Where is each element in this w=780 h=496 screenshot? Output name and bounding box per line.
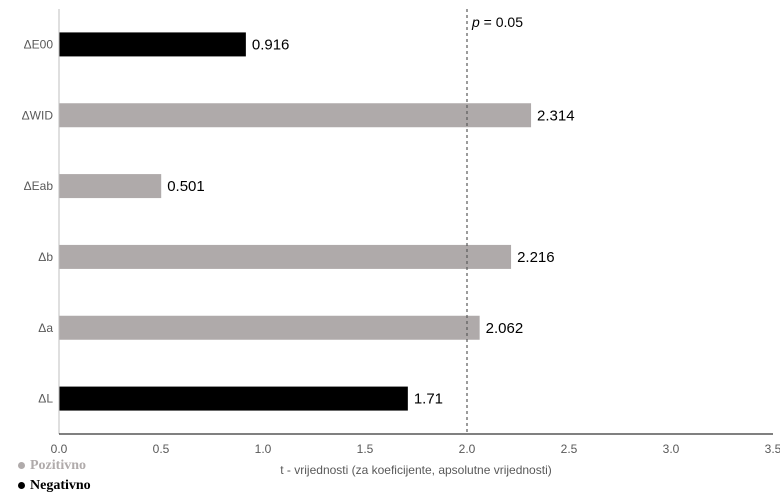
data-labels: 0.916 2.314 0.501 2.216 2.062 1.71 [167, 36, 574, 407]
bar-4 [59, 245, 511, 269]
legend-item-negativno: Negativno [18, 478, 91, 494]
x-tick-labels: 0.0 0.5 1.0 1.5 2.0 2.5 3.0 3.5 [51, 442, 780, 456]
x-tick-label-8: 3.5 [765, 442, 780, 456]
legend-dot-pozitivno [18, 462, 25, 469]
x-tick-label-6: 2.5 [561, 442, 578, 456]
category-label-3: ΔEab [24, 179, 54, 193]
bars-group [59, 32, 531, 410]
data-label-4: 2.216 [517, 249, 555, 266]
data-label-1: 0.916 [252, 36, 290, 53]
x-axis-title: t - vrijednosti (za koeficijente, apsolu… [280, 463, 551, 477]
category-label-4: Δb [38, 250, 53, 264]
data-label-2: 2.314 [537, 107, 575, 124]
data-label-6: 1.71 [414, 391, 443, 408]
x-tick-label-2: 0.5 [153, 442, 170, 456]
p-value-annotation: p = 0.05 [471, 14, 523, 30]
legend-label-negativno: Negativno [30, 478, 91, 493]
x-tick-label-3: 1.0 [255, 442, 272, 456]
x-tick-label-7: 3.0 [663, 442, 680, 456]
p-value-symbol: p [471, 14, 480, 30]
category-label-2: ΔWID [22, 108, 54, 122]
category-label-1: ΔE00 [24, 37, 54, 51]
p-value-text: = 0.05 [480, 14, 523, 30]
legend-label-pozitivno: Pozitivno [30, 458, 86, 473]
bar-5 [59, 316, 480, 340]
x-tick-label-4: 1.5 [357, 442, 374, 456]
bar-3 [59, 174, 161, 198]
category-label-5: Δa [38, 321, 53, 335]
category-label-6: ΔL [38, 392, 53, 406]
category-labels: ΔE00 ΔWID ΔEab Δb Δa ΔL [22, 37, 54, 405]
data-label-5: 2.062 [486, 320, 524, 337]
data-label-3: 0.501 [167, 178, 205, 195]
bar-6 [59, 387, 408, 411]
x-tick-label-5: 2.0 [459, 442, 476, 456]
legend-item-pozitivno: Pozitivno [18, 458, 86, 474]
x-tick-label-1: 0.0 [51, 442, 68, 456]
bar-1 [59, 32, 246, 56]
legend-dot-negativno [18, 482, 25, 489]
bar-2 [59, 103, 531, 127]
